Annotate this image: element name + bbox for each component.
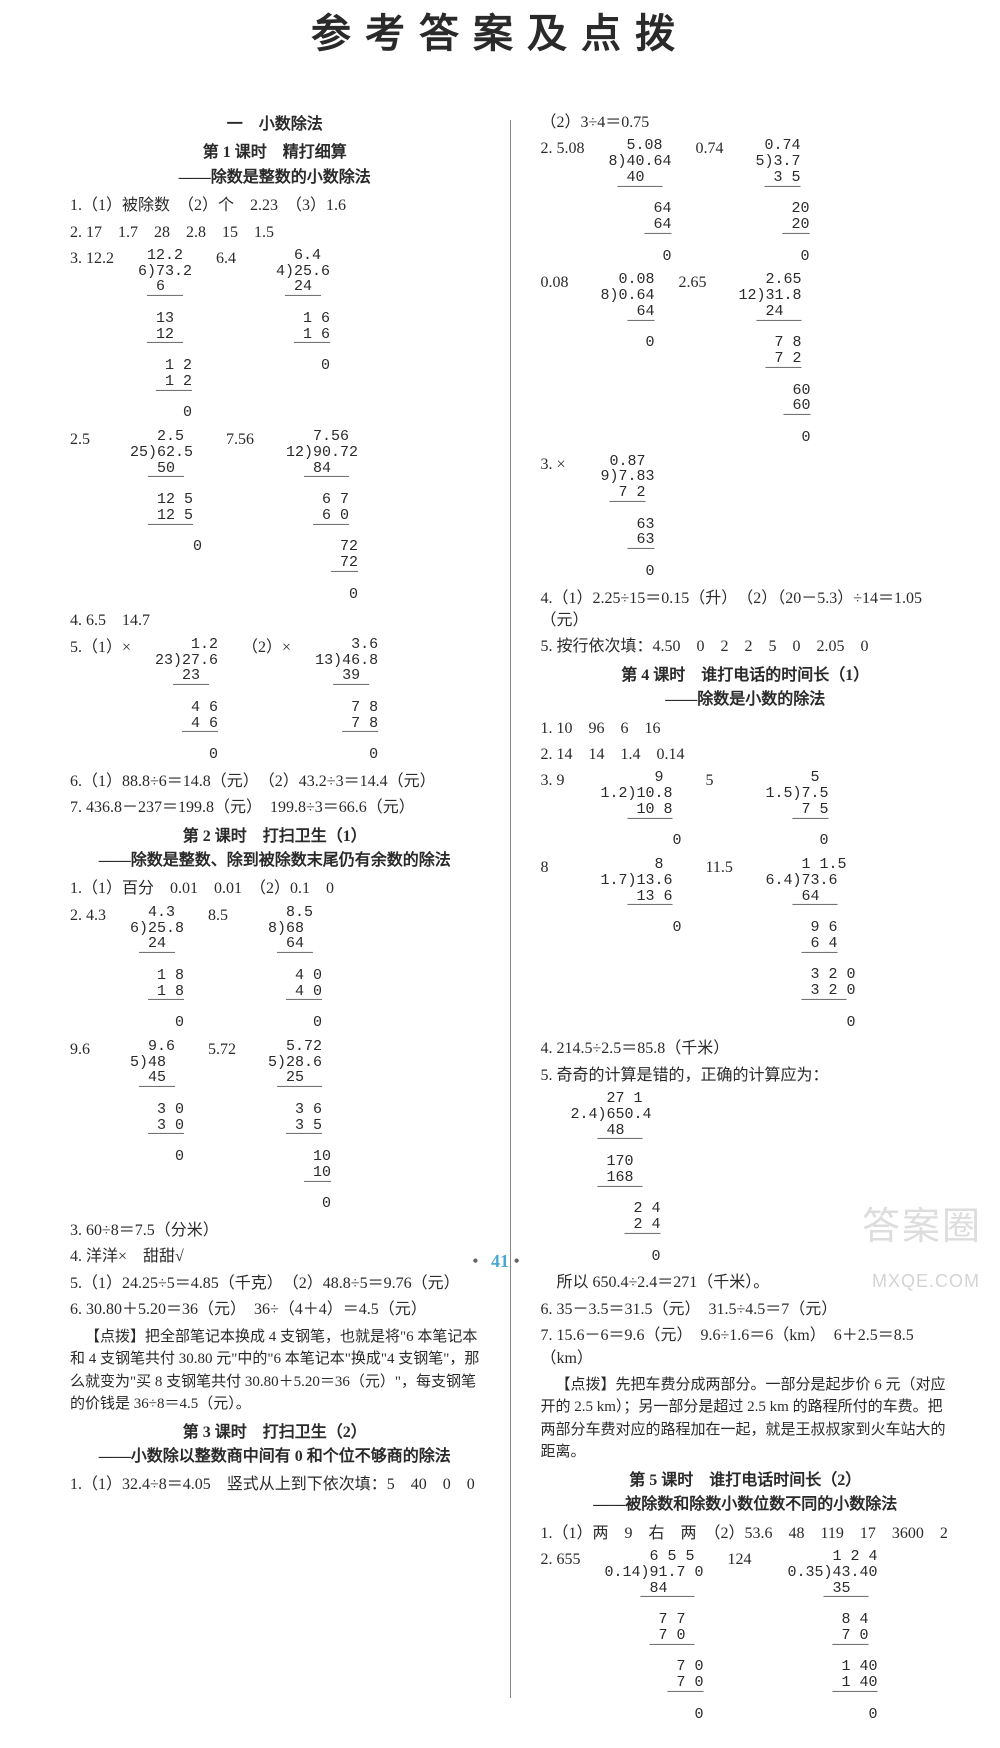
sec1-sub2: ——除数是整数的小数除法 [70, 167, 480, 189]
s4-l7: 7. 15.6－6＝9.6（元） 9.6÷1.6＝6（km） 6＋2.5＝8.5… [540, 1325, 950, 1370]
page-number: • 41 • [0, 1249, 1000, 1274]
lbl-r3: 3. × [540, 454, 576, 476]
sec3-sub1: 第 3 课时 打扫卫生（2） [70, 1422, 480, 1444]
column-divider [510, 120, 511, 1698]
s4-l5b: 所以 650.4÷2.4＝271（千米）。 [540, 1272, 950, 1294]
l1: 1.（1）被除数 （2）个 2.23 （3）1.6 [70, 195, 480, 217]
dot-icon: • [514, 1251, 528, 1271]
lbl-s5a: 2. 655 [540, 1549, 580, 1571]
lbl-s2d: 5.72 [208, 1039, 244, 1061]
sec5-sub1: 第 5 课时 谁打电话时间长（2） [540, 1470, 950, 1492]
lbl-s4c: 8 [540, 857, 576, 879]
ld-r2d: 2.65 12)31.8 24 ‾‾‾‾‾ 7 8 7 2 ‾‾‾‾ 60 60… [739, 272, 811, 445]
row-s2ab: 2. 4.3 4.3 6)25.8 24 ‾‾‾‾ 1 8 1 8 ‾‾‾‾ 0… [70, 905, 480, 1031]
lbl-r2a: 2. 5.08 [540, 138, 584, 160]
lbl-s5b: 124 [728, 1549, 764, 1571]
sec2-sub1: 第 2 课时 打扫卫生（1） [70, 826, 480, 848]
sec1-sub1: 第 1 课时 精打细算 [70, 142, 480, 164]
s2-l1: 1.（1）百分 0.01 0.01 （2）0.1 0 [70, 878, 480, 900]
sec5-sub2: ——被除数和除数小数位数不同的小数除法 [540, 1494, 950, 1516]
row-r2ab: 2. 5.08 5.08 8)40.64 40 ‾‾‾‾‾ 64 64 ‾‾‾ … [540, 138, 950, 264]
s3-l1: 1.（1）32.4÷8＝4.05 竖式从上到下依次填：5 40 0 0 [70, 1474, 480, 1496]
ld-3d: 7.56 12)90.72 84 ‾‾‾‾‾ 6 7 6 0 ‾‾‾‾ 72 7… [286, 429, 358, 602]
lbl-5b: （2）× [242, 637, 291, 659]
s4-l2: 2. 14 14 1.4 0.14 [540, 744, 950, 766]
l4: 4. 6.5 14.7 [70, 610, 480, 632]
page-body: 一 小数除法 第 1 课时 精打细算 ——除数是整数的小数除法 1.（1）被除数… [0, 80, 1000, 1748]
s4-l6: 6. 35－3.5＝31.5（元） 31.5÷4.5＝7（元） [540, 1299, 950, 1321]
ld-s4a: 9 1.2)10.8 10 8 ‾‾‾‾‾ 0 [600, 770, 681, 849]
lbl-r2b: 0.74 [696, 138, 732, 160]
row-s2cd: 9.6 9.6 5)48 45 ‾‾‾‾ 3 0 3 0 ‾‾‾‾ 0 5.72… [70, 1039, 480, 1212]
s2-hint: 【点拨】把全部笔记本换成 4 支钢笔，也就是将"6 本笔记本和 4 支钢笔共付 … [70, 1326, 480, 1416]
row-s4cd: 8 8 1.7)13.6 13 6 ‾‾‾‾‾ 0 11.5 1 1.5 6.4… [540, 857, 950, 1030]
ld-s4d: 1 1.5 6.4)73.6 64 ‾‾‾‾‾ 9 6 6 4 ‾‾‾‾ 3 2… [766, 857, 856, 1030]
sec4-sub1: 第 4 课时 谁打电话的时间长（1） [540, 665, 950, 687]
lbl-s4a: 3. 9 [540, 770, 576, 792]
row-r3: 3. × 0.87 9)7.83 7 2 ‾‾‾‾ 63 63 ‾‾‾ 0 [540, 454, 950, 580]
sec3-sub2: ——小数除以整数商中间有 0 和个位不够商的除法 [70, 1446, 480, 1468]
lbl-s4b: 5 [706, 770, 742, 792]
l6: 6.（1）88.8÷6＝14.8（元） （2）43.2÷3＝14.4（元） [70, 771, 480, 793]
dot-icon: • [472, 1251, 486, 1271]
s4-hint: 【点拨】先把车费分成两部分。一部分是起步价 6 元（对应开的 2.5 km）；另… [540, 1374, 950, 1464]
r-top: （2）3÷4＝0.75 [540, 112, 950, 134]
ld-3a: 12.2 6)73.2 6 ‾‾‾‾ 13 12 ‾‾‾‾ 1 2 1 2 ‾‾… [138, 248, 192, 421]
row-s5ab: 2. 655 6 5 5 0.14)91.7 0 84 ‾‾‾‾‾‾ 7 7 7… [540, 1549, 950, 1722]
ld-5b: 3.6 13)46.8 39 ‾‾‾‾ 7 8 7 8 ‾‾‾‾ 0 [315, 637, 378, 763]
ld-s5b: 1 2 4 0.35)43.40 35 ‾‾‾‾‾ 8 4 7 0 ‾‾‾‾ 1… [788, 1549, 878, 1722]
lbl-r2c: 0.08 [540, 272, 576, 294]
lbl-s4d: 11.5 [706, 857, 742, 879]
row-s4e: 27 1 2.4)650.4 48 ‾‾‾‾‾ 170 168 ‾‾‾‾‾ 2 … [540, 1091, 950, 1264]
ld-s4c: 8 1.7)13.6 13 6 ‾‾‾‾‾ 0 [600, 857, 681, 936]
lbl-r2d: 2.65 [679, 272, 715, 294]
ld-s2d: 5.72 5)28.6 25 ‾‾‾‾‾ 3 6 3 5 ‾‾‾‾ 10 10 … [268, 1039, 331, 1212]
page-number-value: 41 [491, 1251, 509, 1271]
s2-l6: 6. 30.80＋5.20＝36（元） 36÷（4＋4）＝4.5（元） [70, 1299, 480, 1321]
sec2-sub2: ——除数是整数、除到被除数末尾仍有余数的除法 [70, 850, 480, 872]
lbl-3b: 6.4 [216, 248, 252, 270]
l2: 2. 17 1.7 28 2.8 15 1.5 [70, 222, 480, 244]
ld-3c: 2.5 25)62.5 50 ‾‾‾‾ 12 5 12 5 ‾‾‾‾‾ 0 [130, 429, 202, 555]
lbl-s2a: 2. 4.3 [70, 905, 106, 927]
lbl-3d: 7.56 [226, 429, 262, 451]
page-title: 参考答案及点拨 [0, 6, 1000, 62]
ld-r2a: 5.08 8)40.64 40 ‾‾‾‾‾ 64 64 ‾‾‾ 0 [608, 138, 671, 264]
s2-l5: 5.（1）24.25÷5＝4.85（千克） （2）48.8÷5＝9.76（元） [70, 1273, 480, 1295]
ld-s4b: 5 1.5)7.5 7 5 ‾‾‾‾ 0 [766, 770, 829, 849]
sec4-sub2: ——除数是小数的除法 [540, 689, 950, 711]
lbl-s2c: 9.6 [70, 1039, 106, 1061]
lbl-s2b: 8.5 [208, 905, 244, 927]
ld-3b: 6.4 4)25.6 24 ‾‾‾‾ 1 6 1 6 ‾‾‾‾ 0 [276, 248, 330, 374]
ld-5a: 1.2 23)27.6 23 ‾‾‾‾ 4 6 4 6 ‾‾‾‾ 0 [155, 637, 218, 763]
row-r2cd: 0.08 0.08 8)0.64 64 ‾‾‾ 0 2.65 2.65 12)3… [540, 272, 950, 445]
left-column: 一 小数除法 第 1 课时 精打细算 ——除数是整数的小数除法 1.（1）被除数… [70, 110, 480, 1728]
ld-s2c: 9.6 5)48 45 ‾‾‾‾ 3 0 3 0 ‾‾‾‾ 0 [130, 1039, 184, 1165]
s4-l1: 1. 10 96 6 16 [540, 718, 950, 740]
r5: 5. 按行依次填：4.50 0 2 2 5 0 2.05 0 [540, 636, 950, 658]
s5-l1: 1.（1）两 9 右 两 （2）53.6 48 119 17 3600 2 [540, 1523, 950, 1545]
row-s4ab: 3. 9 9 1.2)10.8 10 8 ‾‾‾‾‾ 0 5 5 1.5)7.5… [540, 770, 950, 849]
ld-s5a: 6 5 5 0.14)91.7 0 84 ‾‾‾‾‾‾ 7 7 7 0 ‾‾‾‾… [604, 1549, 703, 1722]
s4-l5: 5. 奇奇的计算是错的，正确的计算应为： [540, 1065, 950, 1087]
ld-r2b: 0.74 5)3.7 3 5 ‾‾‾‾ 20 20 ‾‾‾ 0 [756, 138, 810, 264]
s4-l4: 4. 214.5÷2.5＝85.8（千米） [540, 1038, 950, 1060]
row-5ab: 5.（1）× 1.2 23)27.6 23 ‾‾‾‾ 4 6 4 6 ‾‾‾‾ … [70, 637, 480, 763]
ld-s2a: 4.3 6)25.8 24 ‾‾‾‾ 1 8 1 8 ‾‾‾‾ 0 [130, 905, 184, 1031]
lbl-5a: 5.（1）× [70, 637, 131, 659]
ld-r2c: 0.08 8)0.64 64 ‾‾‾ 0 [600, 272, 654, 351]
ld-s4e: 27 1 2.4)650.4 48 ‾‾‾‾‾ 170 168 ‾‾‾‾‾ 2 … [570, 1091, 660, 1264]
ld-s2b: 8.5 8)68 64 ‾‾‾‾ 4 0 4 0 ‾‾‾‾ 0 [268, 905, 322, 1031]
right-column: （2）3÷4＝0.75 2. 5.08 5.08 8)40.64 40 ‾‾‾‾… [540, 110, 950, 1728]
lbl-3c: 2.5 [70, 429, 106, 451]
ld-r3: 0.87 9)7.83 7 2 ‾‾‾‾ 63 63 ‾‾‾ 0 [600, 454, 654, 580]
row-3ab: 3. 12.2 12.2 6)73.2 6 ‾‾‾‾ 13 12 ‾‾‾‾ 1 … [70, 248, 480, 421]
l7: 7. 436.8－237＝199.8（元） 199.8÷3＝66.6（元） [70, 797, 480, 819]
lbl-3a: 3. 12.2 [70, 248, 114, 270]
r4: 4.（1）2.25÷15＝0.15（升） （2）（20－5.3）÷14＝1.05… [540, 588, 950, 633]
row-3cd: 2.5 2.5 25)62.5 50 ‾‾‾‾ 12 5 12 5 ‾‾‾‾‾ … [70, 429, 480, 602]
s2-l3: 3. 60÷8＝7.5（分米） [70, 1220, 480, 1242]
sec1-hdr: 一 小数除法 [70, 114, 480, 136]
